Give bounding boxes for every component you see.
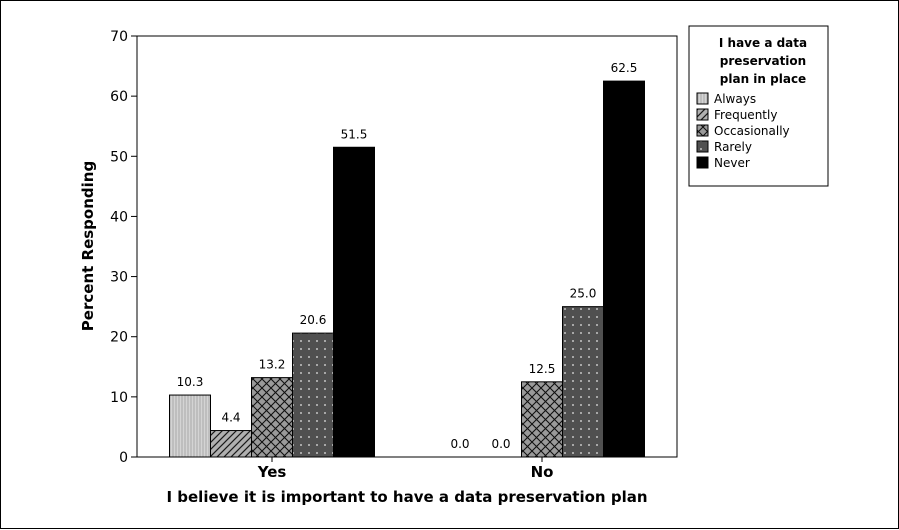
legend: I have a data preservation plan in place…: [688, 25, 829, 187]
y-tick-label: 30: [110, 270, 128, 286]
y-tick-label: 0: [119, 450, 128, 466]
bar-never-no: [603, 80, 645, 458]
value-labels: 10.3 4.4 13.2 20.6 51.5 0.0 0.0 12.5 25.0 62.5: [177, 61, 638, 451]
y-axis: 0 10 20 30 40 50 60 70: [110, 29, 137, 466]
bar-rarely-yes: [292, 332, 334, 458]
legend-entry-occasionally: Occasionally: [714, 124, 790, 138]
bar-occasionally-no: [521, 381, 563, 458]
legend-swatch-frequently: [696, 108, 709, 121]
value-label: 12.5: [529, 362, 556, 376]
category-label-yes: Yes: [257, 463, 287, 481]
bar-frequently-yes: [210, 430, 252, 458]
bar-never-yes: [333, 146, 375, 458]
category-label-no: No: [531, 463, 554, 481]
legend-swatch-always: [696, 92, 709, 105]
y-axis-label: Percent Responding: [79, 161, 97, 331]
value-label: 25.0: [570, 287, 597, 301]
legend-entry-never: Never: [714, 156, 750, 170]
legend-title-line-3: plan in place: [720, 72, 806, 86]
bars: [169, 80, 645, 458]
value-label: 0.0: [491, 437, 510, 451]
legend-title-line-1: I have a data: [719, 36, 807, 50]
legend-entry-rarely: Rarely: [714, 140, 752, 154]
value-label: 51.5: [341, 127, 368, 141]
legend-swatch-rarely: [696, 140, 709, 153]
y-tick-label: 70: [110, 29, 128, 45]
value-label: 0.0: [450, 437, 469, 451]
bar-always-yes: [169, 394, 211, 458]
y-tick-label: 50: [110, 149, 128, 165]
legend-title-line-2: preservation: [720, 54, 806, 68]
x-axis: Yes No: [257, 457, 554, 481]
legend-swatch-never: [696, 156, 709, 169]
legend-swatch-occasionally: [696, 124, 709, 137]
bar-occasionally-yes: [251, 377, 293, 458]
legend-entry-always: Always: [714, 92, 756, 106]
value-label: 13.2: [259, 358, 286, 372]
value-label: 4.4: [221, 411, 240, 425]
y-tick-label: 10: [110, 390, 128, 406]
legend-box: [688, 25, 829, 187]
value-label: 62.5: [611, 61, 638, 75]
y-tick-label: 20: [110, 330, 128, 346]
bar-rarely-no: [562, 306, 604, 458]
y-tick-label: 60: [110, 89, 128, 105]
legend-entry-frequently: Frequently: [714, 108, 777, 122]
value-label: 10.3: [177, 375, 204, 389]
x-axis-label: I believe it is important to have a data…: [166, 488, 647, 506]
y-tick-label: 40: [110, 209, 128, 225]
value-label: 20.6: [300, 313, 327, 327]
